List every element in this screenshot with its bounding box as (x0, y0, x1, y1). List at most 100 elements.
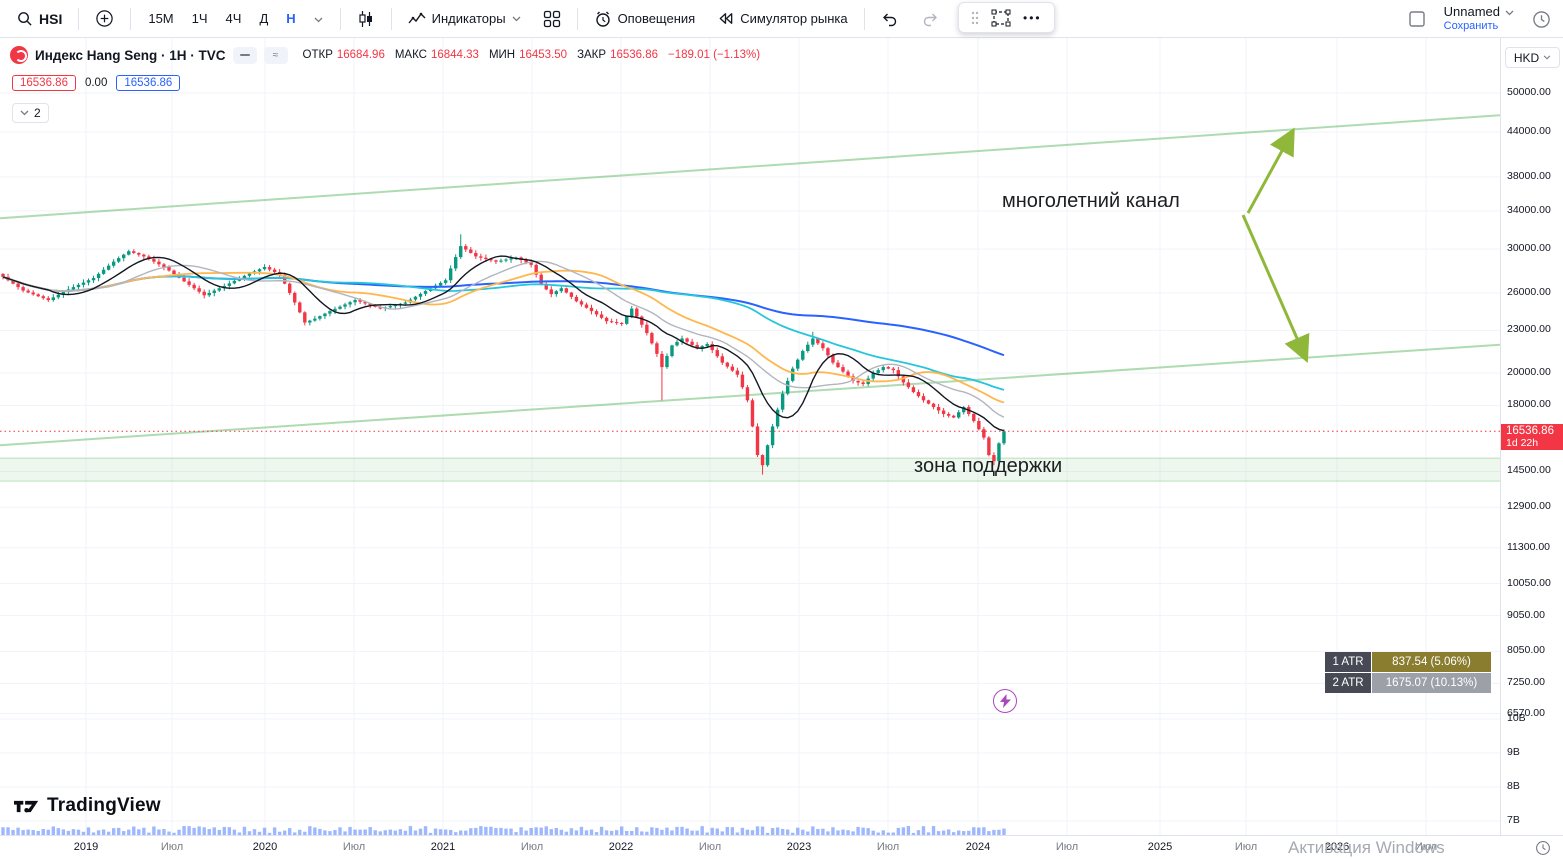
time-tick-label[interactable]: Июл (160, 841, 184, 853)
time-tick-label[interactable]: Июл (698, 841, 722, 853)
bar-countdown: 1d 22h (1506, 437, 1539, 450)
more-options-button[interactable]: ••• (1023, 10, 1042, 25)
layout-name-block: Unnamed Сохранить (1443, 4, 1514, 33)
timeframe-4h[interactable]: 4Ч (219, 7, 249, 30)
volume-tick-label: 7B (1507, 814, 1520, 826)
layout-name-button[interactable]: Unnamed (1443, 4, 1514, 20)
time-axis[interactable]: 2019 Июл 2020 Июл 2021 Июл 2022 Июл 2023 Июл 2024 И… (0, 835, 1563, 859)
price-line-labels: 16536.86 0.00 16536.86 (12, 75, 181, 91)
chevron-down-icon (314, 17, 323, 23)
redo-button[interactable] (915, 6, 945, 32)
atr1-label: 1 ATR (1325, 652, 1371, 672)
time-tick-label[interactable]: 2023 (786, 841, 812, 853)
indicator-templates-button[interactable] (537, 6, 567, 32)
price-tick-label: 44000.00 (1507, 125, 1551, 138)
layout-name-label: Unnamed (1443, 4, 1500, 20)
symbol-title[interactable]: Индекс Hang Seng · 1H · TVC (35, 47, 226, 63)
history-clock-button[interactable] (1526, 6, 1557, 33)
channel-upper-line[interactable] (0, 114, 1500, 220)
select-layout-button[interactable] (1402, 6, 1432, 32)
time-tick-label[interactable]: 2021 (430, 841, 456, 853)
toolbar-separator (390, 7, 392, 30)
symbol-search-button[interactable]: HSI (10, 6, 68, 31)
toolbar-separator (339, 7, 341, 30)
floating-drawing-toolbar: ••• (958, 2, 1055, 33)
save-layout-button[interactable]: Сохранить (1443, 20, 1499, 33)
price-tick-label: 6570.00 (1507, 706, 1545, 719)
open-label: ОТКР (302, 49, 333, 61)
price-tick-label: 12900.00 (1507, 500, 1551, 513)
atr-row-2: 2 ATR 1675.07 (10.13%) (1325, 673, 1491, 693)
price-tick-label: 9050.00 (1507, 608, 1545, 621)
indicators-button[interactable]: Индикаторы (402, 6, 527, 32)
timeframe-menu-button[interactable] (307, 7, 330, 30)
channel-lower-line[interactable] (0, 343, 1500, 447)
time-tick-label[interactable]: Июл (1234, 841, 1258, 853)
clock-icon (1532, 10, 1551, 29)
time-tick-label[interactable]: Июл (1055, 841, 1079, 853)
marquee-select-icon[interactable] (991, 9, 1011, 27)
time-tick-label[interactable]: 2022 (608, 841, 634, 853)
price-tick-label: 38000.00 (1507, 169, 1551, 182)
time-tick-label[interactable]: Июл (342, 841, 366, 853)
ma-line-10[interactable] (2, 255, 1005, 432)
timeframe-1h[interactable]: 1Ч (185, 7, 215, 30)
chart-style-button[interactable] (351, 6, 381, 32)
support-annotation-text[interactable]: зона поддержки (914, 455, 1063, 477)
annotation-arrow[interactable] (1241, 214, 1310, 363)
time-tick-label[interactable]: 2025 (1147, 841, 1173, 853)
time-tick-label[interactable]: 2019 (73, 841, 99, 853)
support-zone[interactable] (0, 458, 1500, 482)
close-label: ЗАКР (577, 49, 607, 61)
plus-circle-icon (95, 9, 114, 28)
ma-line-20[interactable] (2, 260, 1005, 418)
currency-selector[interactable]: HKD (1505, 47, 1560, 68)
ma-line-30[interactable] (2, 269, 1005, 404)
chart-pane[interactable]: Индекс Hang Seng · 1H · TVC ≈ ОТКР 16684… (0, 38, 1500, 835)
time-tick-label[interactable]: Июл (1414, 841, 1438, 853)
red-price-line-label[interactable]: 16536.86 (12, 75, 76, 91)
time-tick-label[interactable]: Июл (520, 841, 544, 853)
ohlc-readout: ОТКР 16684.96 МАКС 16844.33 МИН 16453.50… (303, 49, 761, 61)
annotation-arrow[interactable] (1246, 127, 1295, 214)
timeframe-15m[interactable]: 15М (141, 7, 180, 30)
symbol-logo (10, 46, 28, 64)
chart-canvas[interactable] (0, 38, 1500, 835)
top-toolbar: HSI 15М 1Ч 4Ч Д Н (0, 0, 1563, 38)
chevron-down-icon (1505, 10, 1514, 16)
channel-annotation-text[interactable]: многолетний канал (1002, 190, 1180, 212)
time-tick-label[interactable]: 2024 (965, 841, 991, 853)
toolbar-separator (863, 7, 865, 30)
price-tick-label: 10050.00 (1507, 576, 1551, 589)
object-tree-toggle[interactable]: 2 (12, 103, 49, 123)
drag-handle-icon[interactable] (971, 11, 979, 25)
market-simulator-button[interactable]: Симулятор рынка (711, 6, 853, 31)
alerts-button[interactable]: Оповещения (588, 6, 702, 32)
timeframe-1d[interactable]: Д (252, 7, 275, 30)
timeframe-1w[interactable]: Н (279, 7, 302, 30)
ma-line-100[interactable] (2, 275, 1005, 357)
indicators-label: Индикаторы (431, 11, 506, 26)
timeframe-switcher: 15М 1Ч 4Ч Д Н (141, 7, 329, 30)
close-value: 16536.86 (610, 49, 659, 61)
time-tick-label[interactable]: 2020 (252, 841, 278, 853)
redo-icon (921, 10, 939, 28)
time-tick-label[interactable]: Июл (876, 841, 900, 853)
approx-values-pill[interactable]: ≈ (263, 46, 288, 64)
high-label: МАКС (394, 49, 427, 61)
blue-price-line-label[interactable]: 16536.86 (116, 75, 181, 91)
market-simulator-label: Симулятор рынка (740, 11, 848, 26)
indicators-icon (408, 10, 426, 28)
tradingview-logo[interactable]: TradingView (14, 795, 161, 817)
windows-activation-watermark: Активация Windows (1288, 838, 1445, 857)
tradingview-brand-text: TradingView (47, 795, 161, 816)
lightning-mode-button[interactable] (993, 689, 1017, 713)
add-symbol-button[interactable] (89, 5, 120, 32)
hide-indicator-pill[interactable] (232, 46, 257, 64)
time-tick-label[interactable]: 2026 (1324, 841, 1350, 853)
rewind-icon (717, 10, 734, 27)
undo-button[interactable] (875, 6, 905, 32)
timezone-clock-icon[interactable] (1535, 840, 1551, 856)
price-tick-label: 50000.00 (1507, 86, 1551, 98)
price-axis[interactable]: HKD 16536.86 1d 22h 50000.00 44000.00 3800… (1500, 38, 1563, 835)
